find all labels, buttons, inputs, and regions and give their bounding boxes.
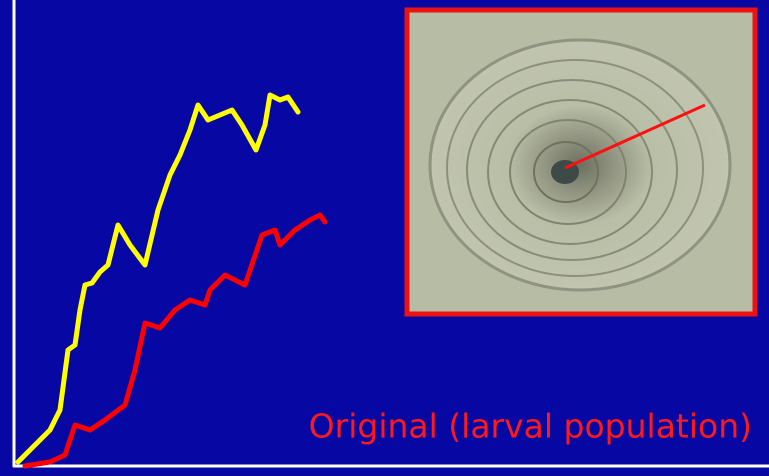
yellow-curve — [15, 92, 301, 465]
red-curve — [22, 212, 328, 469]
otolith-photo — [404, 7, 758, 317]
caption: Original (larval population) — [309, 407, 752, 446]
